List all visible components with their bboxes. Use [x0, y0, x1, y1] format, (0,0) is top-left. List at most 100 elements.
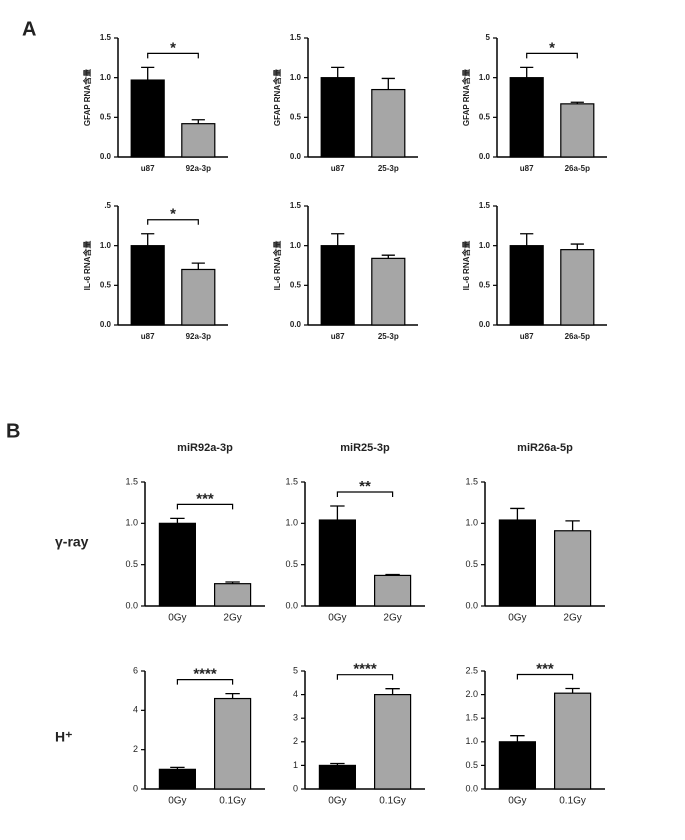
y-tick-label: 1.0	[285, 518, 298, 528]
y-tick-label: 0	[133, 783, 138, 793]
bar	[560, 103, 595, 158]
y-tick-label: 0.0	[125, 600, 138, 610]
error-bar	[191, 119, 205, 124]
y-tick-label: 2.5	[465, 665, 478, 675]
x-tick-label: 92a-3p	[186, 332, 211, 341]
bar	[374, 693, 412, 790]
y-tick-label: 4	[133, 705, 138, 715]
significance-label: *	[549, 39, 555, 56]
y-tick-label: .5	[104, 201, 111, 210]
y-tick-label: 1.5	[465, 713, 478, 723]
bar	[320, 245, 355, 326]
x-tick-label: 0Gy	[328, 613, 346, 624]
y-tick-label: 2	[293, 736, 298, 746]
significance-bracket	[147, 52, 199, 59]
error-bar	[331, 233, 345, 246]
x-tick-label: u87	[141, 332, 155, 341]
y-axis-label: IL-6 RNA含量	[272, 241, 282, 291]
x-tick-label: 0.1Gy	[379, 796, 406, 807]
y-tick-label: 2.0	[465, 689, 478, 699]
y-tick-label: 1.5	[125, 476, 138, 486]
bar	[509, 77, 544, 158]
y-tick-label: 0.0	[290, 152, 302, 161]
error-bar	[570, 243, 584, 250]
y-tick-label: 0	[293, 783, 298, 793]
significance-bracket	[336, 491, 394, 497]
y-axis-label: IL-6 RNA含量	[82, 241, 92, 291]
significance-bracket	[526, 52, 578, 59]
y-tick-label: 1.0	[465, 518, 478, 528]
bar	[509, 245, 544, 326]
y-tick-label: 6	[133, 665, 138, 675]
error-bar	[170, 517, 185, 524]
bar	[130, 245, 165, 326]
bar	[320, 77, 355, 158]
error-bar	[141, 66, 155, 81]
error-bar	[385, 573, 400, 576]
x-tick-label: 25-3p	[378, 164, 399, 173]
y-tick-label: 0.5	[290, 280, 302, 289]
y-tick-label: 0.5	[285, 559, 298, 569]
panel-label: A	[22, 18, 36, 40]
bar	[158, 522, 196, 607]
y-tick-label: 1.5	[100, 33, 112, 42]
x-tick-label: 0Gy	[508, 796, 526, 807]
chart-title: miR92a-3p	[177, 442, 233, 454]
error-bar	[191, 262, 205, 270]
significance-label: *	[170, 39, 176, 56]
y-axis-label: GFAP RNA含量	[461, 69, 471, 126]
x-tick-label: 0.1Gy	[219, 796, 246, 807]
significance-bracket	[176, 679, 234, 685]
y-tick-label: 1.0	[290, 241, 302, 250]
x-tick-label: 0Gy	[168, 796, 186, 807]
error-bar	[520, 233, 534, 246]
y-tick-label: 0.0	[285, 600, 298, 610]
error-bar	[565, 520, 580, 531]
x-tick-label: 0.1Gy	[559, 796, 586, 807]
bar	[214, 697, 252, 790]
x-tick-label: 26a-5p	[565, 332, 590, 341]
bar	[181, 123, 216, 158]
x-tick-label: 0Gy	[168, 613, 186, 624]
y-tick-label: 0.5	[479, 112, 491, 121]
y-tick-label: 2	[133, 744, 138, 754]
y-tick-label: 1.0	[479, 241, 491, 250]
x-tick-label: 2Gy	[383, 613, 401, 624]
x-tick-label: u87	[520, 332, 534, 341]
bar	[214, 583, 252, 607]
y-tick-label: 1.0	[479, 73, 491, 82]
y-tick-label: 0.5	[100, 280, 112, 289]
y-tick-label: 1.5	[479, 201, 491, 210]
y-tick-label: 1.0	[125, 518, 138, 528]
error-bar	[225, 581, 240, 584]
y-axis-label: IL-6 RNA含量	[461, 241, 471, 291]
y-tick-label: 0.5	[100, 112, 112, 121]
error-bar	[565, 687, 580, 694]
x-tick-label: 26a-5p	[565, 164, 590, 173]
significance-label: *	[170, 206, 176, 223]
y-tick-label: 5	[486, 33, 491, 42]
significance-label: ****	[353, 661, 377, 678]
error-bar	[381, 77, 395, 90]
significance-label: ***	[196, 490, 214, 507]
x-tick-label: u87	[331, 164, 345, 173]
chart-title: miR25-3p	[340, 442, 390, 454]
y-tick-label: 1.5	[290, 33, 302, 42]
bar	[498, 519, 536, 607]
x-tick-label: 2Gy	[563, 613, 581, 624]
y-tick-label: 0.0	[100, 152, 112, 161]
y-tick-label: 0.5	[125, 559, 138, 569]
y-tick-label: 3	[293, 713, 298, 723]
bar	[318, 519, 356, 607]
x-tick-label: u87	[331, 332, 345, 341]
x-tick-label: 25-3p	[378, 332, 399, 341]
y-tick-label: 0.5	[290, 112, 302, 121]
error-bar	[331, 66, 345, 78]
x-tick-label: 0Gy	[508, 613, 526, 624]
x-tick-label: 0Gy	[328, 796, 346, 807]
error-bar	[570, 101, 584, 104]
significance-bracket	[336, 674, 394, 680]
y-tick-label: 0.0	[465, 783, 478, 793]
bar	[374, 574, 412, 607]
